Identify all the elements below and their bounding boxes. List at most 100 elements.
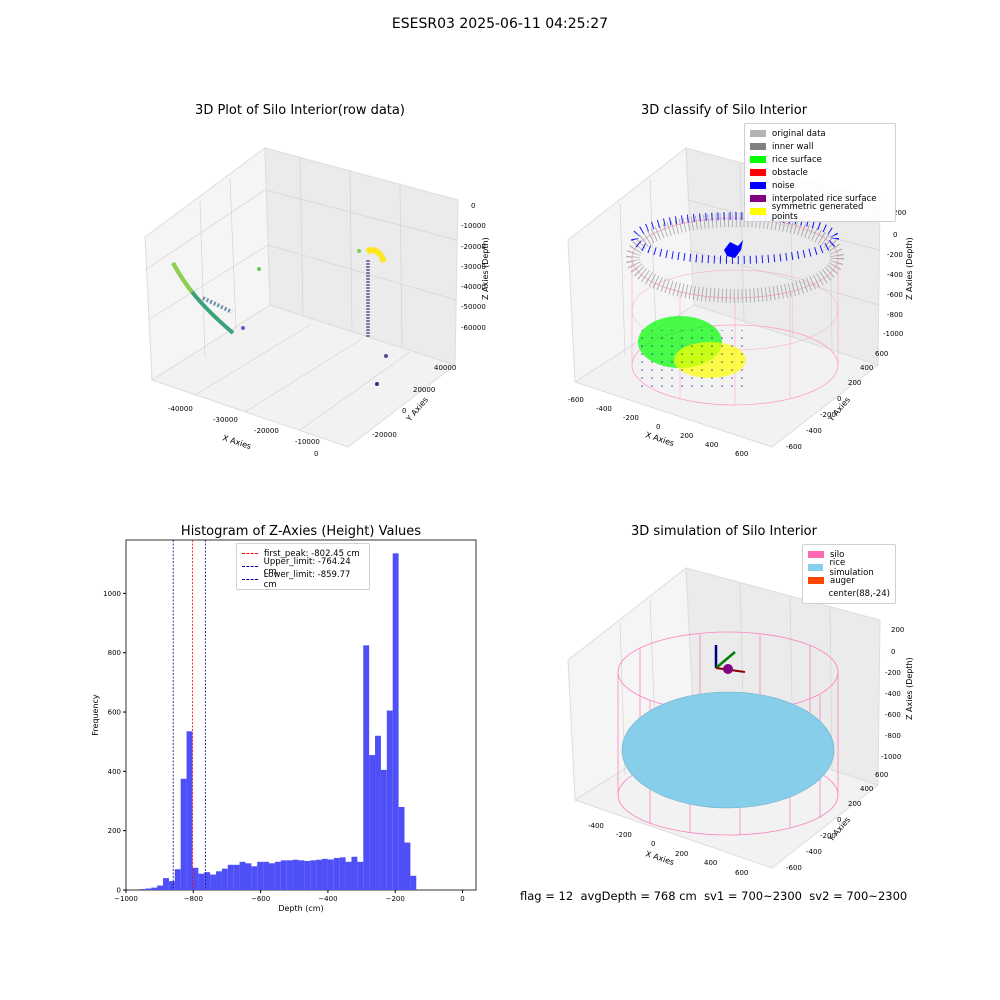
histogram-bar: [292, 859, 299, 890]
svg-text:0: 0: [891, 648, 895, 656]
histogram-x-tick-label: −800: [184, 895, 203, 903]
histogram-bar: [333, 857, 340, 890]
histogram-bar: [386, 710, 393, 890]
simulation-auger: [714, 645, 746, 674]
histogram-bar: [286, 860, 293, 890]
svg-text:-20000: -20000: [254, 427, 279, 435]
histogram-bars: [139, 553, 417, 890]
svg-text:-10000: -10000: [461, 222, 486, 230]
legend-obstacle: obstacle: [750, 166, 890, 179]
legend-inner-wall: inner wall: [750, 140, 890, 153]
simulation-y-tick-labels: -600 -400 -200 0 200 400 600: [786, 771, 888, 872]
histogram-bar: [168, 881, 175, 890]
raw-grid: [144, 157, 458, 431]
histogram-y-tick-label: 0: [117, 887, 121, 895]
histogram-bar: [186, 731, 193, 890]
svg-text:-200: -200: [616, 831, 632, 839]
svg-text:-200: -200: [885, 669, 901, 677]
histogram-y-tick-label: 600: [108, 709, 121, 717]
simulation-rice-surface: [621, 691, 835, 809]
histogram-bar: [351, 856, 358, 890]
svg-text:-30000: -30000: [213, 416, 238, 424]
svg-text:0: 0: [837, 395, 841, 403]
histogram-bar: [145, 888, 152, 890]
histogram-bar: [375, 735, 381, 890]
legend-center: center(88,-24): [808, 587, 890, 600]
legend-original-data: original data: [750, 127, 890, 140]
svg-text:-400: -400: [806, 427, 822, 435]
raw-3d-plot: -40000 -30000 -20000 -10000 0 X Axies -2…: [144, 147, 490, 458]
histogram-bar: [198, 873, 205, 890]
avg-depth-value: avgDepth = 768 cm: [580, 889, 697, 903]
legend-silo: silo: [808, 548, 890, 561]
histogram-bar: [204, 872, 211, 890]
svg-text:200: 200: [675, 850, 688, 858]
histogram-bar: [163, 878, 169, 890]
histogram-bar: [298, 860, 305, 890]
svg-text:-200: -200: [820, 832, 836, 840]
histogram-title: Histogram of Z-Axies (Height) Values: [180, 524, 422, 539]
histogram-bar: [216, 871, 222, 890]
histogram-y-ticks: 0 200 400 600 800 1000: [103, 590, 126, 895]
classify-x-tick-labels: -600 -400 -200 0 200 400 600: [568, 396, 748, 458]
histogram-bar: [410, 875, 417, 890]
svg-text:400: 400: [860, 364, 873, 372]
svg-text:-800: -800: [885, 732, 901, 740]
legend-symmetric-generated-points: symmetric generated points: [750, 202, 890, 222]
histogram-x-label: Depth (cm): [278, 904, 323, 913]
simulation-3d-plot: -400 -200 0 200 400 600 X Axies -600 -40…: [567, 567, 914, 877]
histogram-bar: [304, 860, 311, 890]
classify-plot-title: 3D classify of Silo Interior: [640, 103, 808, 118]
classify-noise-cluster: [724, 240, 743, 258]
histogram-y-tick-label: 1000: [103, 590, 121, 598]
histogram-x-tick-label: −600: [251, 895, 270, 903]
simulation-legend: silo rice simulation auger center(88,-24…: [802, 544, 896, 604]
histogram-bar: [398, 806, 405, 890]
histogram-y-tick-label: 400: [108, 768, 121, 776]
simulation-z-label: Z Axies (Depth): [905, 657, 914, 720]
histogram-bar: [339, 857, 346, 890]
svg-text:40000: 40000: [434, 364, 456, 372]
histogram-x-ticks: −1000 −800 −600 −400 −200 0: [114, 890, 465, 903]
histogram-bar: [327, 859, 334, 890]
flag-value: flag = 12: [520, 889, 574, 903]
legend-first-peak: first_peak: -802.45 cm: [242, 547, 364, 560]
classify-inner-wall-points: [626, 212, 844, 303]
svg-text:-400: -400: [596, 405, 612, 413]
histogram-bar: [357, 861, 364, 890]
legend-upper-limit: Upper_limit: -764.24 cm: [242, 557, 364, 577]
histogram-bar: [369, 755, 376, 890]
raw-z-label: Z Axies (Depth): [481, 237, 490, 300]
svg-text:400: 400: [705, 441, 718, 449]
svg-text:-40000: -40000: [461, 283, 486, 291]
histogram-bar: [245, 863, 252, 890]
histogram-bar: [392, 553, 399, 890]
figure-title: ESESR03 2025-06-11 04:25:27: [391, 16, 609, 32]
svg-text:-800: -800: [887, 311, 903, 319]
histogram-bar: [174, 869, 181, 890]
legend-lower-limit: Lower_limit: -859.77 cm: [242, 570, 364, 590]
histogram-legend: first_peak: -802.45 cm Upper_limit: -764…: [236, 543, 370, 590]
legend-noise: noise: [750, 179, 890, 192]
svg-text:-1000: -1000: [883, 330, 903, 338]
histogram-plot-area: [125, 539, 477, 891]
histogram-reference-lines: [172, 540, 206, 890]
svg-text:-400: -400: [588, 822, 604, 830]
histogram-y-label: Frequency: [91, 694, 100, 736]
histogram-bar: [192, 867, 199, 890]
svg-text:-50000: -50000: [461, 303, 486, 311]
svg-text:-400: -400: [885, 690, 901, 698]
svg-text:-600: -600: [786, 864, 802, 872]
simulation-x-label: X Axies: [644, 849, 675, 867]
histogram-bar: [316, 859, 323, 890]
svg-text:-60000: -60000: [461, 324, 486, 332]
svg-text:20000: 20000: [413, 386, 435, 394]
svg-text:200: 200: [848, 800, 861, 808]
histogram-x-tick-label: −200: [386, 895, 405, 903]
histogram-chart: −1000 −800 −600 −400 −200 0 0 200 400 600 800 1000…: [91, 539, 477, 913]
svg-text:600: 600: [875, 350, 888, 358]
histogram-bar: [139, 889, 146, 890]
svg-text:0: 0: [314, 450, 318, 458]
classify-y-tick-labels: -600 -400 -200 0 200 400 600: [786, 350, 888, 451]
svg-text:-10000: -10000: [295, 438, 320, 446]
